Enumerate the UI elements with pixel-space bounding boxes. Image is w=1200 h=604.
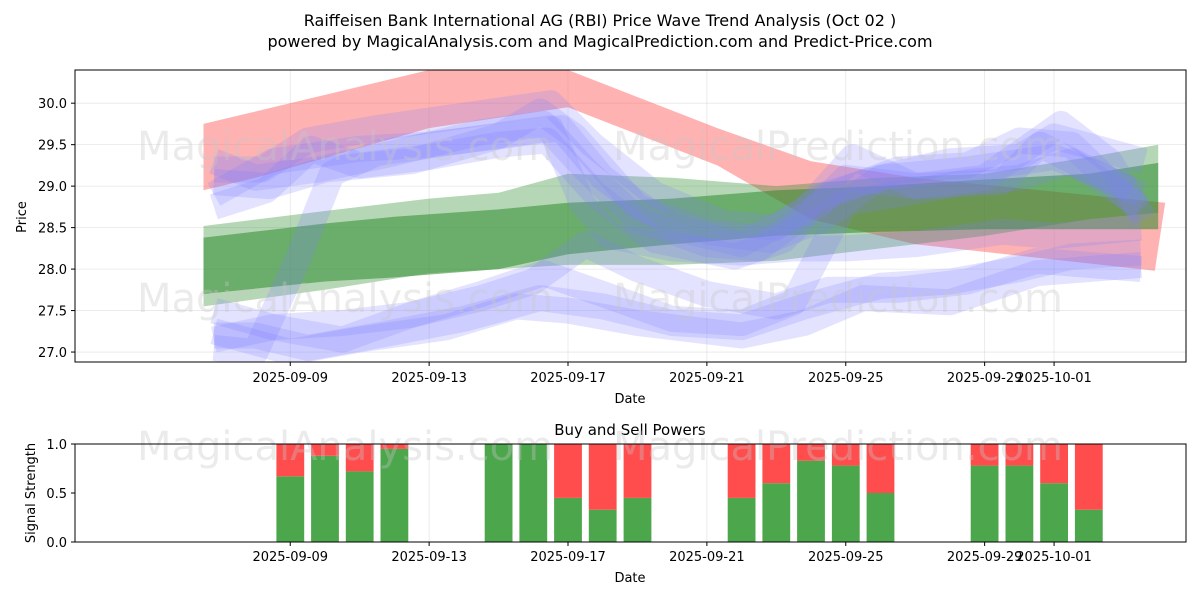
buy-bar	[380, 448, 409, 542]
sell-bar	[276, 444, 305, 477]
buy-bar	[727, 497, 756, 542]
price-wave-panel: MagicalAnalysis.com MagicalPrediction.co…	[15, 69, 1187, 407]
sell-bar	[345, 444, 374, 472]
sell-bar	[1040, 444, 1068, 484]
buy-bar	[519, 444, 548, 542]
buy-bar	[311, 455, 339, 542]
buy-bar	[554, 497, 582, 542]
top-y-tick-label: 30.0	[38, 97, 67, 112]
buy-bar	[623, 497, 652, 542]
top-y-tick-label: 27.0	[38, 346, 67, 361]
bottom-x-ticks: 2025-09-09 2025-09-13 2025-09-17 2025-09-21…	[252, 542, 1092, 565]
price-wave-7	[213, 239, 1142, 361]
sell-bar	[588, 444, 617, 510]
price-wave-4	[212, 110, 1156, 258]
bottom-x-tick-label: 2025-10-01	[1016, 550, 1092, 565]
top-x-tick-label: 2025-09-29	[947, 371, 1023, 386]
buy-bar	[970, 465, 999, 542]
buy-bar	[588, 509, 617, 542]
buy-bar	[831, 465, 860, 542]
sell-bar	[1005, 444, 1034, 466]
bottom-y-tick-label: 0.0	[46, 536, 67, 551]
sell-bar	[797, 444, 825, 461]
price-wave-2	[213, 90, 1147, 241]
buy-bar	[484, 444, 513, 542]
top-x-tick-label: 2025-09-21	[669, 371, 745, 386]
watermark-1: MagicalAnalysis.com	[137, 124, 553, 170]
top-y-tick-label: 28.5	[38, 222, 67, 237]
buy-bar	[1005, 465, 1034, 542]
price-wave-3	[209, 110, 1150, 262]
top-x-tick-label: 2025-09-25	[808, 371, 884, 386]
sell-bar	[311, 444, 339, 456]
top-y-ticks: 27.0 27.5 28.0 28.5 29.0 29.5 30.0	[38, 97, 75, 361]
trend-bands	[203, 70, 1166, 307]
price-wave-6	[211, 148, 1149, 353]
sell-bar	[1074, 444, 1103, 510]
sell-bar	[866, 444, 895, 493]
top-x-tick-label: 2025-09-13	[391, 371, 467, 386]
bottom-y-axis-label: Signal Strength	[24, 443, 39, 543]
bottom-y-tick-label: 1.0	[46, 438, 67, 453]
watermark-6: MagicalPrediction.com	[613, 424, 1063, 470]
top-y-tick-label: 28.0	[38, 263, 67, 278]
bottom-x-axis-label: Date	[614, 571, 645, 586]
bottom-x-tick-label: 2025-09-25	[808, 550, 884, 565]
signal-bars	[276, 444, 1103, 542]
sell-bar	[727, 444, 756, 498]
chart-title: Raiffeisen Bank International AG (RBI) P…	[304, 11, 896, 30]
price-wave-1	[207, 98, 1148, 254]
buy-bar	[797, 460, 825, 542]
sell-bar	[623, 444, 652, 498]
top-x-tick-label: 2025-10-01	[1016, 371, 1092, 386]
top-x-tick-label: 2025-09-09	[252, 371, 328, 386]
bottom-x-tick-label: 2025-09-13	[391, 550, 467, 565]
bottom-x-tick-label: 2025-09-21	[669, 550, 745, 565]
top-y-axis-label: Price	[15, 201, 30, 233]
top-watermarks: MagicalAnalysis.com MagicalPrediction.co…	[137, 124, 1063, 322]
buy-bar	[345, 471, 374, 542]
buy-bar	[1040, 483, 1068, 542]
watermark-4: MagicalPrediction.com	[613, 276, 1063, 322]
bottom-x-tick-label: 2025-09-17	[530, 550, 606, 565]
price-waves	[207, 90, 1156, 362]
top-x-tick-label: 2025-09-17	[530, 371, 606, 386]
top-x-axis-label: Date	[614, 392, 645, 407]
bottom-y-ticks: 0.0 0.5 1.0	[46, 438, 75, 551]
chart-subtitle: powered by MagicalAnalysis.com and Magic…	[267, 32, 932, 51]
watermark-5: MagicalAnalysis.com	[137, 424, 553, 470]
sell-bar	[831, 444, 860, 466]
buy-sell-panel: Buy and Sell Powers MagicalAnalysis.com …	[24, 421, 1187, 586]
sell-bar	[380, 444, 409, 449]
sell-bar	[762, 444, 791, 484]
price-wave-8	[210, 231, 1142, 341]
top-y-tick-label: 27.5	[38, 305, 67, 320]
price-wave-5	[209, 127, 1137, 270]
price-wave-9	[212, 115, 1143, 362]
buy-bar	[866, 493, 895, 542]
top-y-tick-label: 29.5	[38, 139, 67, 154]
sell-bar	[970, 444, 999, 466]
top-y-tick-label: 29.0	[38, 180, 67, 195]
buy-bar	[276, 476, 305, 542]
top-plot-frame	[74, 69, 1187, 363]
buy-bar	[762, 483, 791, 542]
buy-bar	[1074, 509, 1103, 542]
sell-bar	[554, 444, 582, 498]
buy-sell-title: Buy and Sell Powers	[554, 421, 706, 439]
bottom-x-tick-label: 2025-09-29	[947, 550, 1023, 565]
price-wave-10	[210, 251, 1142, 362]
bottom-watermarks: MagicalAnalysis.com MagicalPrediction.co…	[137, 424, 1063, 470]
top-x-ticks: 2025-09-09 2025-09-13 2025-09-17 2025-09-21…	[252, 362, 1092, 386]
watermark-2: MagicalPrediction.com	[613, 124, 1063, 170]
trend-band-3	[203, 162, 1159, 294]
bottom-x-tick-label: 2025-09-09	[252, 550, 328, 565]
watermark-3: MagicalAnalysis.com	[137, 276, 553, 322]
bottom-y-tick-label: 0.5	[46, 487, 67, 502]
